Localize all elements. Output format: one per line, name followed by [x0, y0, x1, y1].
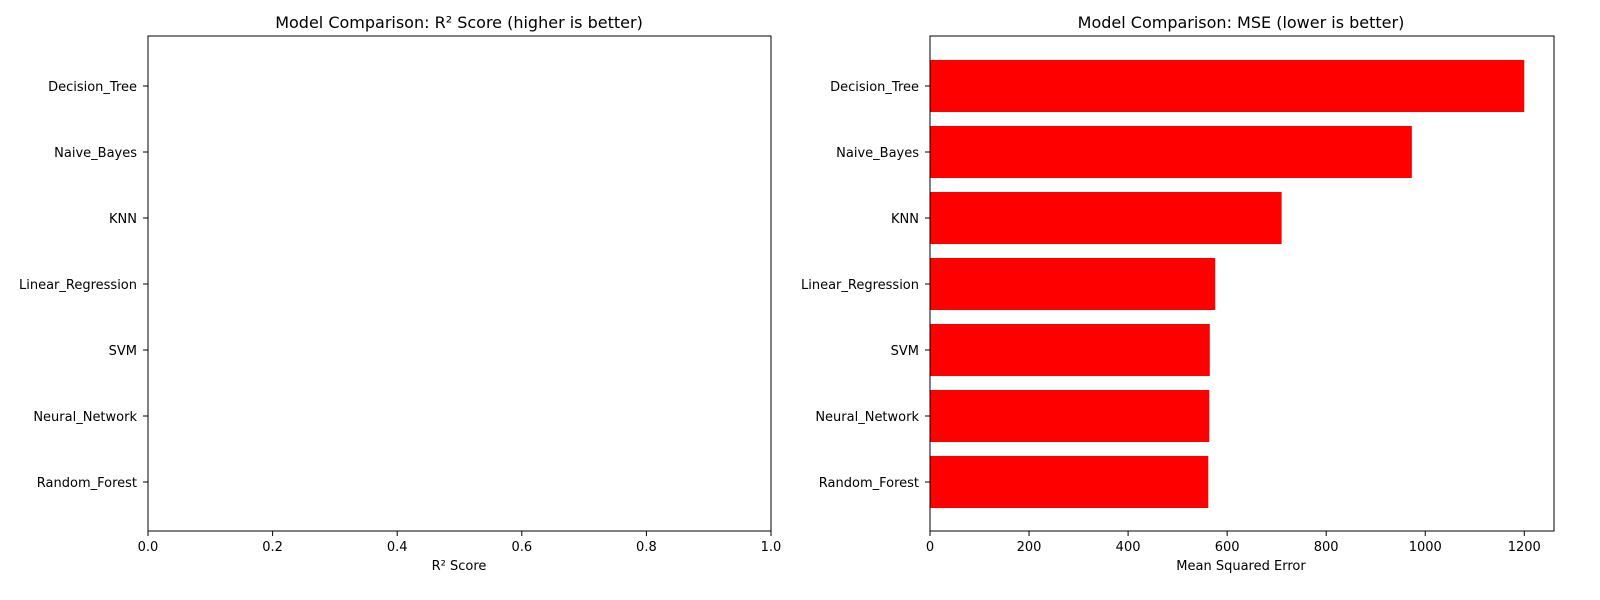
mse-y-tick-label: Linear_Regression — [801, 278, 919, 293]
r2-chart-title: Model Comparison: R² Score (higher is be… — [275, 13, 643, 32]
mse-y-tick-label: KNN — [891, 212, 919, 227]
mse-x-tick-label: 1000 — [1409, 540, 1442, 555]
mse-x-tick-label: 0 — [926, 540, 934, 555]
mse-y-tick-label: SVM — [891, 344, 919, 359]
r2-x-tick-label: 0.0 — [138, 540, 159, 555]
r2-x-axis-label: R² Score — [432, 559, 487, 574]
mse-x-tick-label: 1200 — [1508, 540, 1541, 555]
mse-x-tick-label: 800 — [1314, 540, 1339, 555]
mse-bar-neural-network — [930, 390, 1210, 442]
mse-y-ticks: Random_Forest Neural_Network SVM Linear_Reg… — [801, 80, 930, 491]
mse-x-ticks: 0 200 400 600 800 1000 1200 — [926, 531, 1541, 555]
r2-x-tick-label: 0.4 — [387, 540, 408, 555]
r2-y-tick-label: SVM — [109, 344, 137, 359]
mse-x-tick-label: 600 — [1215, 540, 1240, 555]
r2-x-tick-label: 0.8 — [636, 540, 657, 555]
mse-bar-decision-tree — [930, 60, 1525, 112]
r2-y-tick-label: Linear_Regression — [19, 278, 137, 293]
mse-x-tick-label: 400 — [1116, 540, 1141, 555]
mse-x-tick-label: 200 — [1017, 540, 1042, 555]
mse-x-axis-label: Mean Squared Error — [1176, 559, 1306, 574]
r2-x-tick-label: 1.0 — [761, 540, 782, 555]
mse-y-tick-label: Random_Forest — [819, 476, 919, 491]
r2-x-tick-label: 0.6 — [511, 540, 532, 555]
mse-plot-frame — [929, 35, 1555, 532]
r2-y-tick-label: Decision_Tree — [48, 80, 137, 95]
mse-bar-knn — [930, 192, 1282, 244]
mse-bars — [930, 60, 1525, 508]
r2-x-ticks: 0.0 0.2 0.4 0.6 0.8 1.0 — [138, 531, 782, 555]
r2-chart: Model Comparison: R² Score (higher is be… — [19, 13, 781, 574]
mse-y-tick-label: Naive_Bayes — [836, 146, 919, 161]
mse-chart-title: Model Comparison: MSE (lower is better) — [1078, 13, 1405, 32]
r2-x-tick-label: 0.2 — [262, 540, 283, 555]
r2-plot-frame — [147, 35, 772, 532]
r2-y-tick-label: Random_Forest — [37, 476, 137, 491]
r2-y-ticks: Random_Forest Neural_Network SVM Linear_Reg… — [19, 80, 148, 491]
mse-bar-linear-regression — [930, 258, 1216, 310]
r2-y-tick-label: Naive_Bayes — [54, 146, 137, 161]
r2-y-tick-label: Neural_Network — [33, 410, 137, 425]
mse-y-tick-label: Decision_Tree — [830, 80, 919, 95]
mse-y-tick-label: Neural_Network — [815, 410, 919, 425]
mse-bar-svm — [930, 324, 1210, 376]
mse-bar-naive-bayes — [930, 126, 1412, 178]
r2-y-tick-label: KNN — [109, 212, 137, 227]
mse-bar-random-forest — [930, 456, 1209, 508]
mse-chart: Model Comparison: MSE (lower is better) … — [801, 13, 1555, 574]
